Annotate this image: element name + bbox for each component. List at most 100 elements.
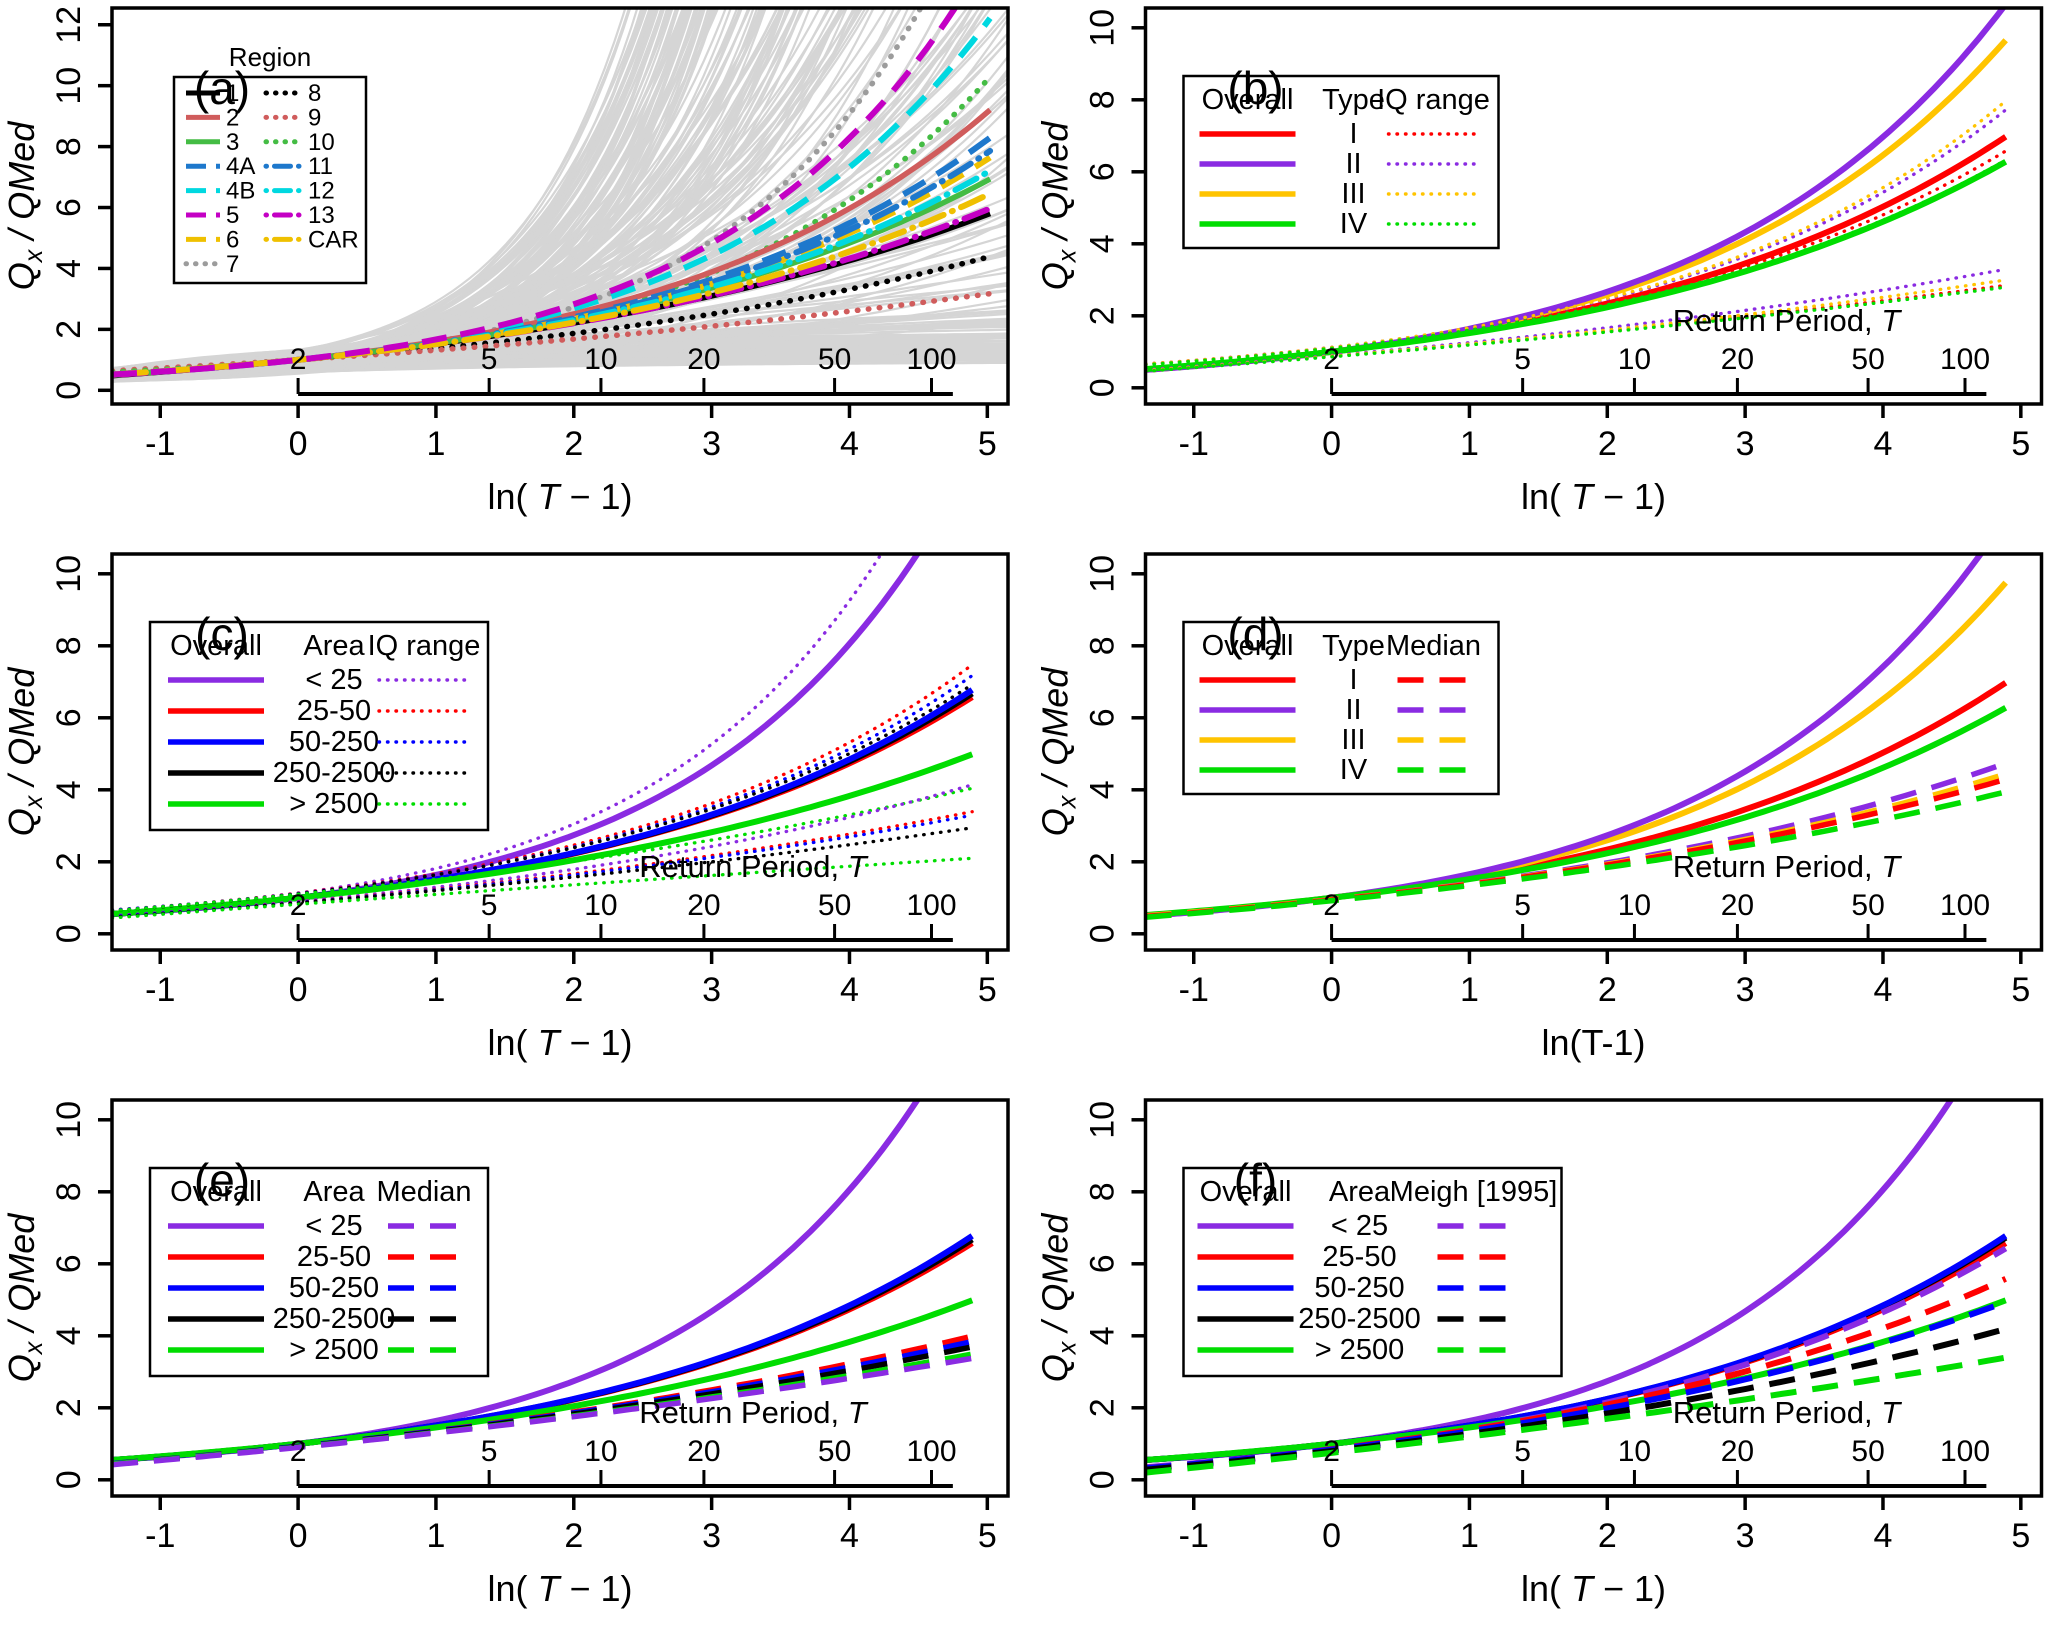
- x-axis: -1 0 1 2 3 4 5 ln( T − 1): [1179, 404, 2030, 517]
- y-tick-label: 4: [1084, 780, 1122, 799]
- x-axis-title: ln( T − 1): [487, 476, 632, 517]
- return-tick-label-5: 5: [1514, 343, 1531, 376]
- x-tick-label: 3: [702, 971, 721, 1009]
- y-axis: 0 2 4 6 8 10 Qx / QMed: [1, 555, 112, 943]
- legend-row-label: 250-2500: [273, 1303, 396, 1335]
- y-axis-title: Qx / QMed: [1, 667, 48, 837]
- x-tick-label: 2: [1598, 1517, 1617, 1555]
- y-tick-label: 0: [50, 924, 88, 943]
- y-tick-label: 2: [1084, 1398, 1122, 1417]
- x-tick-label: 0: [1322, 1517, 1341, 1555]
- return-tick-label-100: 100: [1940, 1435, 1990, 1468]
- y-axis: 0 2 4 6 8 10 Qx / QMed: [1, 1101, 112, 1489]
- legend-row-label: 25-50: [297, 695, 371, 727]
- x-tick-label: 2: [564, 1517, 583, 1555]
- x-tick-label: 5: [2011, 971, 2030, 1009]
- x-tick-label: -1: [145, 1517, 175, 1555]
- curve-region-5: [112, 8, 959, 378]
- return-period-axis: 2 5 10 20 50 100 Return Period, T: [1323, 303, 1990, 396]
- legend-label-5: 5: [226, 202, 239, 229]
- y-tick-label: 0: [1084, 924, 1122, 943]
- x-tick-label: 4: [1874, 425, 1893, 463]
- x-tick-label: 4: [840, 425, 859, 463]
- y-axis: 0 2 4 6 8 10 12 Qx / QMed: [1, 6, 112, 400]
- return-tick-label-2: 2: [1323, 889, 1340, 922]
- y-tick-label: 10: [50, 555, 88, 593]
- curve-region-8: [112, 253, 993, 375]
- plot-box: [1143, 1098, 2044, 1498]
- x-axis-title: ln( T − 1): [1521, 476, 1666, 517]
- return-tick-label-5: 5: [1514, 1435, 1531, 1468]
- y-axis-title: Qx / QMed: [1035, 1213, 1082, 1383]
- x-tick-label: 1: [1460, 425, 1479, 463]
- panel-tag-e: (e): [194, 1154, 250, 1206]
- curve-region-7: [112, 8, 924, 375]
- return-tick-label-2: 2: [1323, 1435, 1340, 1468]
- legend-label-4A: 4A: [226, 153, 255, 180]
- x-tick-label: 2: [564, 425, 583, 463]
- x-tick-label: 5: [2011, 1517, 2030, 1555]
- x-tick-label: 4: [840, 1517, 859, 1555]
- legend-header-1: Area: [303, 1176, 365, 1208]
- legend-row-label: III: [1341, 178, 1365, 210]
- y-tick-label: 4: [1084, 234, 1122, 253]
- legend-panel-f: Overall Area Meigh [1995]< 2525-5050-25025…: [1182, 1166, 1563, 1378]
- return-tick-label-20: 20: [1721, 343, 1754, 376]
- y-tick-label: 0: [1084, 378, 1122, 397]
- x-tick-label: -1: [1179, 425, 1209, 463]
- return-tick-label-2: 2: [290, 343, 307, 376]
- return-tick-label-20: 20: [1721, 1435, 1754, 1468]
- legend-label-1: 1: [226, 80, 239, 107]
- y-axis-title: Qx / QMed: [1, 121, 48, 291]
- y-tick-label: 8: [50, 137, 88, 156]
- return-tick-label-2: 2: [290, 1435, 307, 1468]
- y-tick-label: 6: [1084, 1254, 1122, 1273]
- y-tick-label: 0: [50, 1470, 88, 1489]
- curve-meigh-area-gt2500: [1145, 1354, 2007, 1476]
- y-tick-label: 4: [50, 1326, 88, 1345]
- legend-row-label: 250-2500: [273, 757, 396, 789]
- x-tick-label: 0: [289, 1517, 308, 1555]
- legend-header-1: Type: [1322, 630, 1385, 662]
- panel-b-curves: [1145, 8, 2008, 373]
- return-period-axis: 2 5 10 20 50 100 Return Period, T: [1323, 849, 1990, 942]
- x-axis-title: ln( T − 1): [487, 1022, 632, 1063]
- x-tick-label: 4: [1874, 971, 1893, 1009]
- return-tick-label-50: 50: [818, 1435, 851, 1468]
- y-tick-label: 2: [50, 320, 88, 339]
- x-tick-label: 3: [1736, 971, 1755, 1009]
- y-tick-label: 8: [50, 1182, 88, 1201]
- y-axis-title: Qx / QMed: [1, 1213, 48, 1383]
- x-tick-label: 3: [702, 1517, 721, 1555]
- panel-tag-b: (b): [1227, 62, 1283, 114]
- y-tick-label: 2: [1084, 306, 1122, 325]
- x-tick-label: -1: [1179, 971, 1209, 1009]
- legend-header-1: Type: [1322, 84, 1385, 116]
- x-tick-label: 2: [1598, 425, 1617, 463]
- legend-label-3: 3: [226, 129, 239, 156]
- legend-row-label: > 2500: [289, 1334, 379, 1366]
- curve-median-type-IV: [1145, 789, 2007, 920]
- return-tick-label-10: 10: [1618, 889, 1651, 922]
- legend-label-4B: 4B: [226, 178, 255, 205]
- return-tick-label-2: 2: [290, 889, 307, 922]
- return-tick-label-5: 5: [481, 343, 498, 376]
- return-tick-label-20: 20: [687, 889, 720, 922]
- legend-header-0: Overall: [170, 630, 262, 662]
- return-tick-label-10: 10: [1618, 1435, 1651, 1468]
- curve-region-CAR: [112, 190, 994, 378]
- return-period-label: Return Period, T: [1673, 849, 1903, 884]
- legend-row-label: I: [1349, 664, 1357, 696]
- x-tick-label: 3: [1736, 425, 1755, 463]
- legend-row-label: 50-250: [289, 1272, 379, 1304]
- x-axis: -1 0 1 2 3 4 5 ln(T-1): [1179, 950, 2030, 1063]
- x-tick-label: 5: [978, 971, 997, 1009]
- legend-label-8: 8: [308, 80, 321, 107]
- x-tick-label: 0: [1322, 425, 1341, 463]
- legend-header-2: IQ range: [368, 630, 481, 662]
- x-tick-label: 1: [426, 425, 445, 463]
